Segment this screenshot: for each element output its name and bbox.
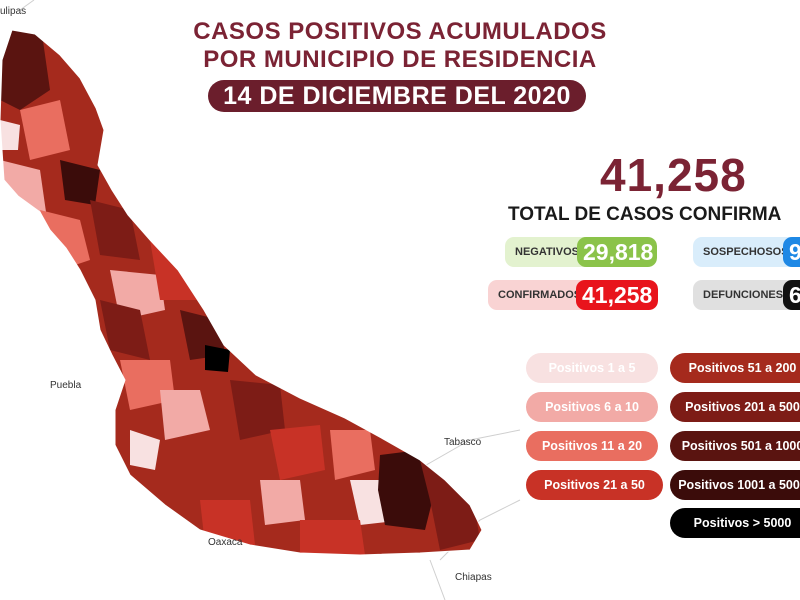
legend-item-501-1000: Positivos 501 a 1000 [670, 431, 800, 461]
legend-item-21-50: Positivos 21 a 50 [526, 470, 663, 500]
defunciones-pill: DEFUNCIONES 6 [693, 280, 800, 310]
sospechosos-pill: SOSPECHOSOS 9 [693, 237, 800, 267]
defunciones-value: 6 [783, 280, 800, 310]
total-cases-label: TOTAL DE CASOS CONFIRMA [508, 204, 782, 225]
legend-item-1001-5000: Positivos 1001 a 5000 [670, 470, 800, 500]
legend-item-6-10: Positivos 6 a 10 [526, 392, 658, 422]
oaxaca-label: Oaxaca [208, 537, 243, 548]
title-line-1: CASOS POSITIVOS ACUMULADOS [193, 18, 607, 45]
municipality-region [205, 345, 230, 372]
legend-item-1-5: Positivos 1 a 5 [526, 353, 658, 383]
tabasco-label: Tabasco [444, 437, 482, 448]
confirmados-value: 41,258 [576, 280, 658, 310]
negativos-pill: NEGATIVOS 29,818 [505, 237, 657, 267]
municipality-region [330, 430, 375, 480]
legend-item-over-5000: Positivos > 5000 [670, 508, 800, 538]
municipality-region [40, 210, 90, 270]
total-cases-value: 41,258 [600, 149, 747, 201]
municipality-region [60, 160, 100, 205]
negativos-value: 29,818 [577, 237, 657, 267]
neighbor-border [19, 0, 446, 600]
date-banner: 14 DE DICIEMBRE DEL 2020 [208, 80, 586, 112]
negativos-label: NEGATIVOS [515, 246, 579, 258]
municipality-region [260, 480, 305, 525]
municipality-region [100, 300, 150, 360]
sospechosos-label: SOSPECHOSOS [703, 246, 789, 258]
municipality-region [230, 380, 285, 440]
tamaulipas-label: ulipas [0, 6, 27, 17]
sospechosos-value: 9 [783, 237, 800, 267]
puebla-label: Puebla [50, 380, 82, 391]
legend-item-201-500: Positivos 201 a 500 [670, 392, 800, 422]
municipality-region [270, 425, 325, 480]
confirmados-label: CONFIRMADOS [498, 289, 582, 301]
municipality-region [0, 30, 50, 110]
legend-item-11-20: Positivos 11 a 20 [526, 431, 658, 461]
municipality-region [300, 520, 365, 555]
chiapas-label: Chiapas [455, 572, 492, 583]
confirmados-pill: CONFIRMADOS 41,258 [488, 280, 658, 310]
title-line-2: POR MUNICIPIO DE RESIDENCIA [203, 46, 597, 73]
municipality-region [20, 100, 70, 160]
municipality-region [160, 390, 210, 440]
legend-item-51-200: Positivos 51 a 200 [670, 353, 800, 383]
municipality-region [0, 120, 20, 150]
municipality-region [130, 430, 160, 470]
defunciones-label: DEFUNCIONES [703, 289, 784, 301]
